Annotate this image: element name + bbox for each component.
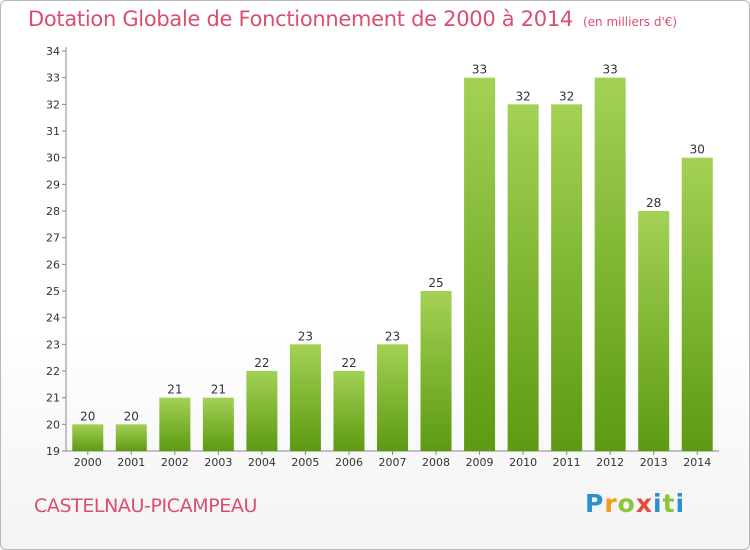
y-tick-label: 28 <box>46 205 60 218</box>
value-label-2013: 28 <box>646 196 661 210</box>
x-tick-label-2005: 2005 <box>291 456 319 469</box>
commune-name: CASTELNAU-PICAMPEAU <box>34 495 257 517</box>
bar-2002 <box>159 397 191 451</box>
y-tick-label: 25 <box>46 285 60 298</box>
bar-2004 <box>246 371 278 451</box>
x-tick-label-2003: 2003 <box>204 456 232 469</box>
bar-2013 <box>638 211 670 451</box>
y-tick-label: 33 <box>46 72 60 85</box>
bar-2006 <box>333 371 365 451</box>
bar-2003 <box>202 397 234 451</box>
value-label-2003: 21 <box>211 383 226 397</box>
proxiti-logo: Proxiti <box>585 489 686 518</box>
bar-2008 <box>420 291 452 451</box>
x-tick-label-2004: 2004 <box>248 456 276 469</box>
y-tick-label: 22 <box>46 365 60 378</box>
x-tick-label-2014: 2014 <box>683 456 711 469</box>
value-label-2005: 23 <box>298 329 313 343</box>
y-tick-label: 30 <box>46 152 60 165</box>
y-tick-label: 24 <box>46 312 60 325</box>
bar-2001 <box>115 424 147 451</box>
x-tick-label-2009: 2009 <box>466 456 494 469</box>
y-tick-label: 32 <box>46 98 60 111</box>
bar-2000 <box>72 424 104 451</box>
y-tick-label: 19 <box>46 445 60 458</box>
chart-labels: 2000 20 2001 20 2002 21 2003 21 2004 22 2005 23 2006… <box>74 63 711 469</box>
chart-title: Dotation Globale de Fonctionnement de 20… <box>28 7 677 31</box>
value-label-2000: 20 <box>80 409 95 423</box>
y-tick-label: 31 <box>46 125 60 138</box>
value-label-2014: 30 <box>690 143 705 157</box>
bar-2009 <box>464 77 496 452</box>
bar-2010 <box>507 104 539 451</box>
x-tick-label-2000: 2000 <box>74 456 102 469</box>
chart-subtitle: (en milliers d'€) <box>582 15 678 29</box>
x-tick-label-2010: 2010 <box>509 456 537 469</box>
value-label-2011: 32 <box>559 89 574 103</box>
chart-bars <box>72 77 713 452</box>
bar-2011 <box>551 104 583 451</box>
x-tick-label-2013: 2013 <box>640 456 668 469</box>
y-tick-label: 34 <box>46 45 60 58</box>
value-label-2008: 25 <box>428 276 443 290</box>
x-tick-label-2007: 2007 <box>379 456 407 469</box>
x-tick-label-2002: 2002 <box>161 456 189 469</box>
value-label-2006: 22 <box>341 356 356 370</box>
bar-2005 <box>289 344 321 451</box>
value-label-2002: 21 <box>167 383 182 397</box>
chart-title-text: Dotation Globale de Fonctionnement de 20… <box>28 7 573 31</box>
y-tick-label: 21 <box>46 392 60 405</box>
x-tick-label-2006: 2006 <box>335 456 363 469</box>
value-label-2001: 20 <box>124 409 139 423</box>
y-tick-label: 23 <box>46 338 60 351</box>
y-tick-label: 29 <box>46 178 60 191</box>
value-label-2009: 33 <box>472 63 487 77</box>
y-tick-label: 27 <box>46 232 60 245</box>
x-tick-label-2011: 2011 <box>553 456 581 469</box>
x-tick-label-2008: 2008 <box>422 456 450 469</box>
bar-2007 <box>377 344 408 451</box>
x-tick-label-2001: 2001 <box>117 456 145 469</box>
y-tick-label: 20 <box>46 418 60 431</box>
y-tick-label: 26 <box>46 258 60 271</box>
value-label-2010: 32 <box>515 89 530 103</box>
value-label-2007: 23 <box>385 329 400 343</box>
x-tick-label-2012: 2012 <box>596 456 624 469</box>
chart-axes: 19 20 21 22 23 24 25 26 27 28 29 30 31 32 33 34 <box>46 45 719 458</box>
bar-2012 <box>594 77 626 452</box>
bar-2014 <box>681 157 713 451</box>
value-label-2012: 33 <box>603 63 618 77</box>
value-label-2004: 22 <box>254 356 269 370</box>
